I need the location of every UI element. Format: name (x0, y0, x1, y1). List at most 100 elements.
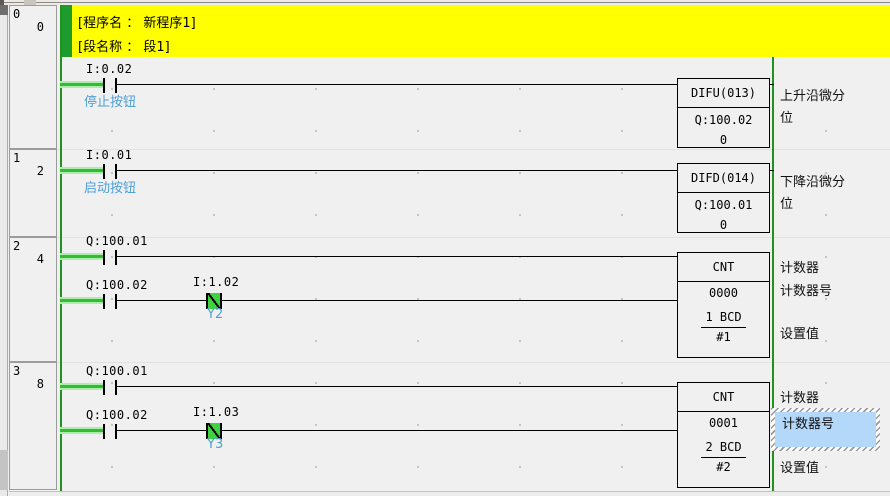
block-comment[interactable]: 上升沿微分 (780, 89, 846, 104)
contact-bar (103, 164, 105, 179)
right-bus-bar (772, 57, 774, 491)
contact-bar (103, 380, 105, 395)
contact-address: I:1.03 (193, 405, 240, 419)
wire (770, 84, 774, 85)
block-operand: Q:100.01 (694, 198, 753, 212)
block-comment[interactable]: 位 (780, 197, 794, 212)
energized-wire (60, 81, 103, 88)
wire (222, 430, 677, 431)
wire (117, 300, 206, 301)
block-value: 0 (719, 218, 728, 232)
rung-number: 3 (13, 364, 21, 378)
contact-bar (115, 380, 117, 395)
bottom-strip (9, 491, 890, 496)
contact-comment: Y3 (207, 437, 224, 452)
contact-address: I:0.01 (86, 148, 133, 162)
block-title: CNT (678, 253, 769, 282)
contact-bar (115, 164, 117, 179)
block-comment[interactable]: 计数器 (780, 391, 820, 406)
contact-bar (115, 250, 117, 265)
rung-separator (57, 237, 890, 238)
contact-address: Q:100.02 (86, 408, 148, 422)
block-set-value-top: 2 BCD (705, 440, 742, 454)
contact-bar (103, 294, 105, 309)
block-set-value-bottom: #2 (716, 460, 731, 474)
instruction-block-cnt[interactable]: CNT 0000 1 BCD #1 (677, 252, 770, 358)
block-comment[interactable]: 计数器号 (780, 284, 833, 299)
nc-contact[interactable] (206, 293, 222, 309)
contact-bar (103, 250, 105, 265)
nc-contact[interactable] (206, 423, 222, 439)
wire (117, 386, 677, 387)
block-comment-selected[interactable]: 计数器号 (782, 417, 835, 432)
energized-wire (60, 167, 103, 174)
block-counter-number: 0000 (709, 286, 738, 300)
block-operand: Q:100.02 (694, 113, 753, 127)
wire (117, 170, 677, 171)
wire (770, 170, 774, 171)
wire (222, 300, 677, 301)
block-comment[interactable]: 设置值 (780, 461, 820, 476)
wire (117, 430, 206, 431)
energized-wire (60, 383, 103, 390)
section-name-text: [段名称 ： 段1] (78, 40, 170, 55)
contact-bar (103, 424, 105, 439)
block-set-value-bottom: #1 (716, 330, 731, 344)
fraction-bar (701, 457, 746, 458)
rung-separator (57, 149, 890, 150)
rung-number: 0 (13, 7, 21, 21)
instruction-block-cnt[interactable]: CNT 0001 2 BCD #2 (677, 382, 770, 488)
rung-separator (57, 362, 890, 363)
energized-wire (60, 297, 103, 304)
instruction-block-difd[interactable]: DIFD(014) Q:100.01 0 (677, 163, 770, 233)
left-margin-lower-block (0, 450, 8, 490)
block-comment[interactable]: 设置值 (780, 327, 820, 342)
rung-cell-0[interactable]: 0 0 (9, 5, 57, 149)
wire (117, 84, 677, 85)
instruction-block-difu[interactable]: DIFU(013) Q:100.02 0 (677, 78, 770, 148)
contact-bar (115, 294, 117, 309)
energized-wire (60, 253, 103, 260)
left-bus-bar (60, 5, 62, 491)
energized-wire (60, 427, 103, 434)
block-title: DIFU(013) (678, 79, 769, 108)
rung-cell-3[interactable]: 3 8 (9, 362, 57, 490)
left-margin-strip (0, 5, 8, 496)
block-value: 0 (719, 133, 728, 147)
banner-marker (62, 5, 72, 57)
contact-bar (115, 78, 117, 93)
contact-address: Q:100.01 (86, 234, 148, 248)
program-name-text: [程序名 ： 新程序1] (78, 16, 196, 31)
block-set-value-top: 1 BCD (705, 310, 742, 324)
block-title: CNT (678, 383, 769, 412)
block-comment[interactable]: 下降沿微分 (780, 175, 846, 190)
rung-number: 1 (13, 151, 21, 165)
top-strip-divider (0, 2, 890, 3)
fraction-bar (701, 327, 746, 328)
selected-comment-box[interactable]: 计数器号 (771, 408, 880, 451)
contact-address: Q:100.02 (86, 278, 148, 292)
contact-bar (115, 424, 117, 439)
rung-number: 2 (13, 239, 21, 253)
wire (117, 256, 677, 257)
contact-comment: Y2 (207, 307, 224, 322)
window-corner (0, 0, 4, 5)
contact-address: Q:100.01 (86, 364, 148, 378)
step-number: 0 (36, 20, 44, 34)
block-title: DIFD(014) (678, 164, 769, 193)
block-counter-number: 0001 (709, 416, 738, 430)
step-number: 2 (36, 164, 44, 178)
contact-bar (103, 78, 105, 93)
block-comment[interactable]: 计数器 (780, 261, 820, 276)
contact-comment: 停止按钮 (84, 95, 137, 110)
block-comment[interactable]: 位 (780, 111, 794, 126)
contact-comment: 启动按钮 (84, 181, 137, 196)
splitter-handle[interactable] (24, 0, 36, 5)
rung-comment-banner[interactable]: [程序名 ： 新程序1] [段名称 ： 段1] (62, 5, 890, 57)
left-margin-top-block (0, 5, 8, 15)
contact-address: I:0.02 (86, 62, 133, 76)
rung-cell-1[interactable]: 1 2 (9, 149, 57, 237)
contact-address: I:1.02 (193, 275, 240, 289)
rung-cell-2[interactable]: 2 4 (9, 237, 57, 362)
step-number: 4 (36, 252, 44, 266)
